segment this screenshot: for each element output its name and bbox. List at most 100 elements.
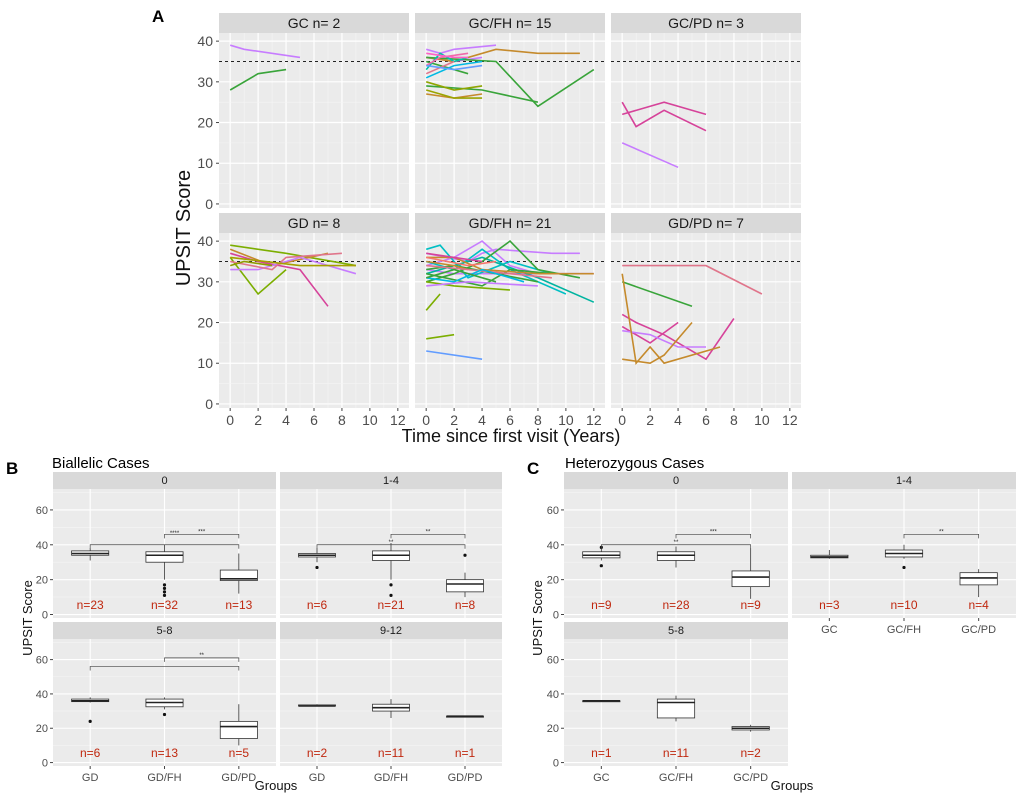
facet-2: 5-8 n=1 n=11 n=2 0 20 40 60 GC GC/FH GC/PD: [547, 622, 788, 784]
box-GD: n=6: [298, 548, 336, 612]
y-tick-label: 0: [553, 758, 559, 770]
panel-c: C Heterozygous Cases UPSIT Score Groups …: [527, 455, 1016, 793]
outlier-point: [162, 583, 167, 587]
bracket-line: [89, 544, 240, 549]
series-line: [426, 268, 525, 283]
x-tick-label: 10: [558, 412, 574, 428]
x-tick-label: GD/PD: [221, 772, 256, 784]
y-tick-label: 20: [197, 315, 213, 331]
bracket-label: **: [426, 529, 431, 535]
series-line: [426, 48, 580, 63]
series-line: [426, 252, 483, 263]
box-GD/PD: n=5: [219, 704, 258, 760]
x-tick-label: 10: [754, 412, 770, 428]
panel-b-y-axis-label: UPSIT Score: [20, 580, 35, 656]
sample-size-label: n=10: [890, 598, 917, 612]
series-line: [425, 256, 595, 303]
box-GC/FH: n=10: [884, 544, 924, 612]
sample-size-label: n=13: [151, 746, 178, 760]
series-line: [230, 244, 357, 267]
series-line: [425, 240, 539, 275]
y-tick-label: 40: [36, 689, 48, 701]
panel-c-title: Heterozygous Cases: [565, 455, 704, 472]
facet-strip: [53, 622, 276, 639]
facet-strip: [611, 213, 801, 233]
bracket-label: **: [674, 540, 679, 546]
facet-strip-label: 5-8: [668, 625, 684, 637]
sample-size-label: n=1: [455, 746, 476, 760]
box-iqr: [446, 579, 484, 593]
outlier-point: [315, 565, 319, 570]
x-tick-label: 0: [618, 412, 626, 428]
series-line: [229, 68, 287, 91]
facet-5: GD/PD n= 7 0 2 4 6 8 10 12: [611, 213, 801, 428]
box-iqr: [145, 551, 184, 563]
x-tick-label: 2: [450, 412, 458, 428]
outlier-point: [162, 590, 167, 594]
bracket-label: **: [939, 529, 944, 535]
x-tick-label: 12: [586, 412, 602, 428]
y-tick-label: 40: [547, 540, 559, 552]
significance-bracket: **: [600, 540, 752, 549]
series-line: [426, 260, 469, 271]
series-line: [622, 264, 763, 295]
facet-strip: [611, 13, 801, 33]
facet-0: GC n= 2 0 10 20 30 40: [197, 13, 409, 212]
panel-c-letter: C: [527, 459, 539, 478]
facet-1: 1-4 n=3 n=10 n=4 ** GC GC/FH GC/PD: [792, 472, 1016, 636]
bracket-label: **: [199, 653, 204, 659]
box-iqr: [656, 698, 696, 719]
box-iqr: [219, 569, 258, 581]
box-GD: n=2: [298, 704, 336, 760]
panel-a: A UPSIT Score Time since first visit (Ye…: [152, 7, 801, 446]
x-tick-label: 8: [534, 412, 542, 428]
series-line: [426, 64, 483, 71]
y-tick-label: 20: [197, 115, 213, 131]
box-GC: n=3: [810, 550, 849, 612]
x-tick-label: 4: [674, 412, 682, 428]
x-tick-label: GD: [309, 772, 326, 784]
x-tick-label: 12: [390, 412, 406, 428]
y-tick-label: 20: [547, 575, 559, 587]
facet-strip-label: 1-4: [896, 475, 912, 487]
x-tick-label: 4: [282, 412, 290, 428]
y-tick-label: 40: [197, 233, 213, 249]
significance-bracket: **: [390, 529, 466, 539]
facet-strip: [415, 213, 605, 233]
box-GC/PD: n=2: [731, 724, 770, 760]
significance-bracket: **: [316, 540, 466, 549]
series-line: [426, 256, 497, 267]
series-line: [426, 52, 469, 59]
box-GC: n=9: [582, 545, 621, 612]
facet-strip: [219, 13, 409, 33]
series-line: [425, 293, 441, 311]
x-tick-label: GC: [593, 772, 610, 784]
y-tick-label: 10: [197, 355, 213, 371]
y-tick-label: 0: [205, 196, 213, 212]
y-tick-label: 60: [36, 505, 48, 517]
box-GC/PD: n=9: [731, 548, 770, 612]
facet-2: 5-8 n=6 n=13 n=5 ** 0 20 40 60 GD GD/FH GD/PD: [36, 622, 276, 784]
series-line: [426, 268, 552, 287]
panel-b-title: Biallelic Cases: [52, 455, 150, 472]
series-line: [425, 244, 553, 279]
series-line: [621, 101, 707, 132]
series-line: [425, 268, 497, 283]
facet-strip: [219, 213, 409, 233]
facet-strip-label: 0: [161, 475, 167, 487]
series-line: [621, 142, 679, 169]
y-tick-label: 20: [36, 723, 48, 735]
bracket-line: [89, 666, 240, 671]
series-line: [425, 60, 469, 75]
sample-size-label: n=8: [455, 598, 476, 612]
box-iqr: [959, 572, 998, 586]
sample-size-label: n=6: [307, 598, 328, 612]
series-line: [426, 350, 483, 360]
series-line: [425, 60, 483, 79]
y-tick-label: 20: [36, 575, 48, 587]
facet-strip: [415, 13, 605, 33]
facet-strip: [280, 622, 502, 639]
